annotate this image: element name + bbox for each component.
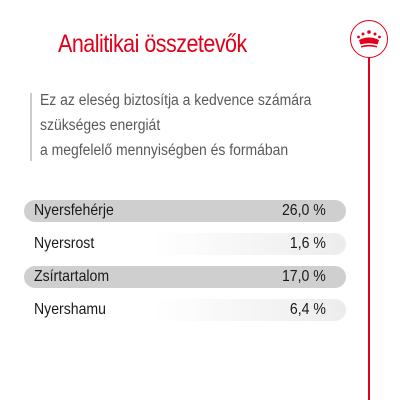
nutrient-row: Nyershamu 6,4 % [24, 299, 346, 321]
nutrient-label: Zsírtartalom [34, 268, 110, 285]
nutrient-row: Zsírtartalom 17,0 % [24, 266, 346, 288]
intro-line: szükséges energiát [40, 117, 161, 134]
nutrient-value: 6,4 % [289, 301, 326, 318]
nutrient-value: 26,0 % [282, 202, 326, 219]
nutrient-value: 1,6 % [289, 235, 326, 252]
crown-icon [357, 30, 381, 48]
nutrient-label: Nyersrost [34, 235, 95, 252]
intro-line: Ez az eleség biztosítja a kedvence számá… [40, 92, 312, 109]
intro-text: Ez az eleség biztosítja a kedvence számá… [40, 88, 311, 163]
nutrient-row: Nyersfehérje 26,0 % [24, 200, 346, 222]
nutrient-label: Nyersfehérje [34, 202, 114, 219]
page-title: Analitikai összetevők [58, 30, 247, 58]
nutrient-row: Nyersrost 1,6 % [24, 233, 346, 255]
nutrient-value: 17,0 % [282, 268, 326, 285]
divider-line [368, 58, 370, 400]
nutrient-label: Nyershamu [34, 301, 106, 318]
crown-logo [350, 20, 388, 58]
intro-accent-bar [30, 93, 32, 161]
intro-line: a megfelelő mennyiségben és formában [40, 142, 289, 159]
nutrient-table: Nyersfehérje 26,0 % Nyersrost 1,6 % Zsír… [24, 200, 346, 332]
